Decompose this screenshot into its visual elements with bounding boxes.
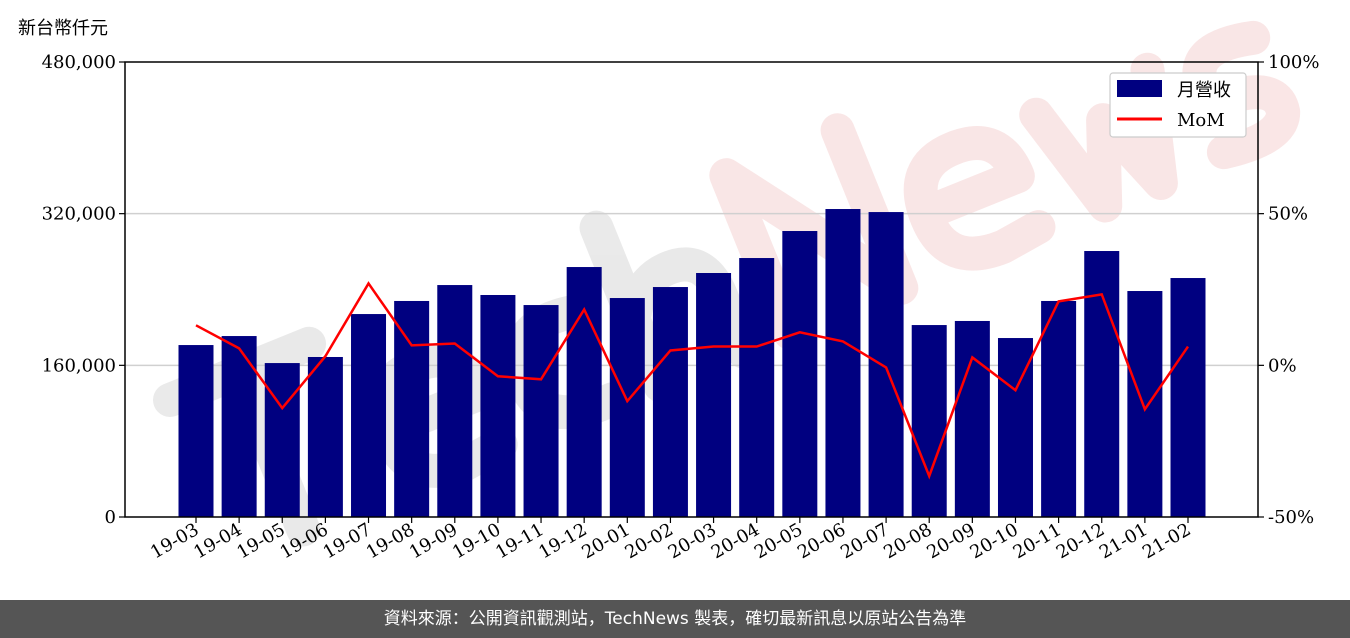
bar-19-03 xyxy=(178,345,214,517)
x-tick-label: 19-04 xyxy=(190,519,245,563)
x-tick-label: 21-01 xyxy=(1096,519,1151,563)
bar-21-01 xyxy=(1127,291,1163,517)
x-tick-label: 20-10 xyxy=(967,519,1022,563)
bar-20-12 xyxy=(1084,251,1120,517)
bar-19-12 xyxy=(566,267,602,517)
right-tick-label: 0% xyxy=(1268,355,1297,376)
bar-20-03 xyxy=(696,273,732,517)
y-axis-unit-label: 新台幣仟元 xyxy=(18,18,108,39)
x-tick-label: 20-11 xyxy=(1010,519,1065,563)
bar-19-11 xyxy=(523,305,559,517)
left-tick-label: 160,000 xyxy=(42,355,116,376)
bar-20-05 xyxy=(782,231,818,517)
bar-19-05 xyxy=(264,363,300,517)
bar-20-07 xyxy=(868,212,904,517)
x-tick-label: 20-02 xyxy=(621,519,676,563)
x-tick-label: 20-08 xyxy=(880,519,935,563)
x-tick-label: 20-09 xyxy=(923,519,978,563)
mom-line xyxy=(195,281,1190,480)
watermark-letter xyxy=(903,126,1056,271)
bar-20-11 xyxy=(1041,300,1077,517)
bar-20-08 xyxy=(911,325,947,517)
bar-20-09 xyxy=(954,320,990,517)
x-tick-label: 20-07 xyxy=(837,519,892,563)
right-tick-label: 100% xyxy=(1268,52,1319,73)
x-tick-label: 19-05 xyxy=(233,519,288,563)
x-tick-label: 20-01 xyxy=(578,519,633,563)
x-tick-label: 20-04 xyxy=(708,519,763,563)
bar-19-09 xyxy=(437,285,473,517)
bar-20-04 xyxy=(739,258,775,517)
x-tick-label: 20-06 xyxy=(794,519,849,563)
x-tick-label: 20-12 xyxy=(1053,519,1108,563)
x-tick-label: 20-03 xyxy=(665,519,720,563)
source-footer: 資料來源：公開資訊觀測站，TechNews 製表，確切最新訊息以原站公告為準 xyxy=(0,600,1350,638)
x-tick-label: 19-03 xyxy=(147,519,202,563)
legend-label-revenue: 月營收 xyxy=(1177,80,1231,101)
bar-21-02 xyxy=(1170,278,1206,517)
watermark-letter xyxy=(1019,52,1178,223)
revenue-chart: 0 160,000 320,000 480,000 -50% 0% 50% 100% 19-03… xyxy=(42,20,1319,563)
x-tick-label: 20-05 xyxy=(751,519,806,563)
legend-label-mom: MoM xyxy=(1177,110,1225,131)
left-tick-label: 480,000 xyxy=(42,52,116,73)
legend-bar-swatch xyxy=(1117,80,1162,97)
plot-frame xyxy=(124,61,1259,518)
x-tick-label: 19-07 xyxy=(320,519,375,563)
bar-20-02 xyxy=(652,287,688,517)
left-tick-label: 320,000 xyxy=(42,204,116,225)
bar-19-08 xyxy=(394,300,430,517)
x-tick-label: 19-09 xyxy=(406,519,461,563)
x-tick-label: 21-02 xyxy=(1139,519,1194,563)
bar-20-06 xyxy=(825,209,861,517)
right-tick-label: 50% xyxy=(1268,204,1308,225)
x-tick-label: 19-08 xyxy=(363,519,418,563)
left-tick-label: 0 xyxy=(105,507,116,528)
bar-19-10 xyxy=(480,294,516,517)
x-tick-label: 19-11 xyxy=(492,519,547,563)
x-tick-label: 19-12 xyxy=(535,519,590,563)
bar-19-07 xyxy=(351,314,387,517)
x-tick-label: 19-10 xyxy=(449,519,504,563)
right-tick-label: -50% xyxy=(1268,507,1314,528)
bar-20-01 xyxy=(609,298,645,517)
bar-19-06 xyxy=(307,356,343,517)
